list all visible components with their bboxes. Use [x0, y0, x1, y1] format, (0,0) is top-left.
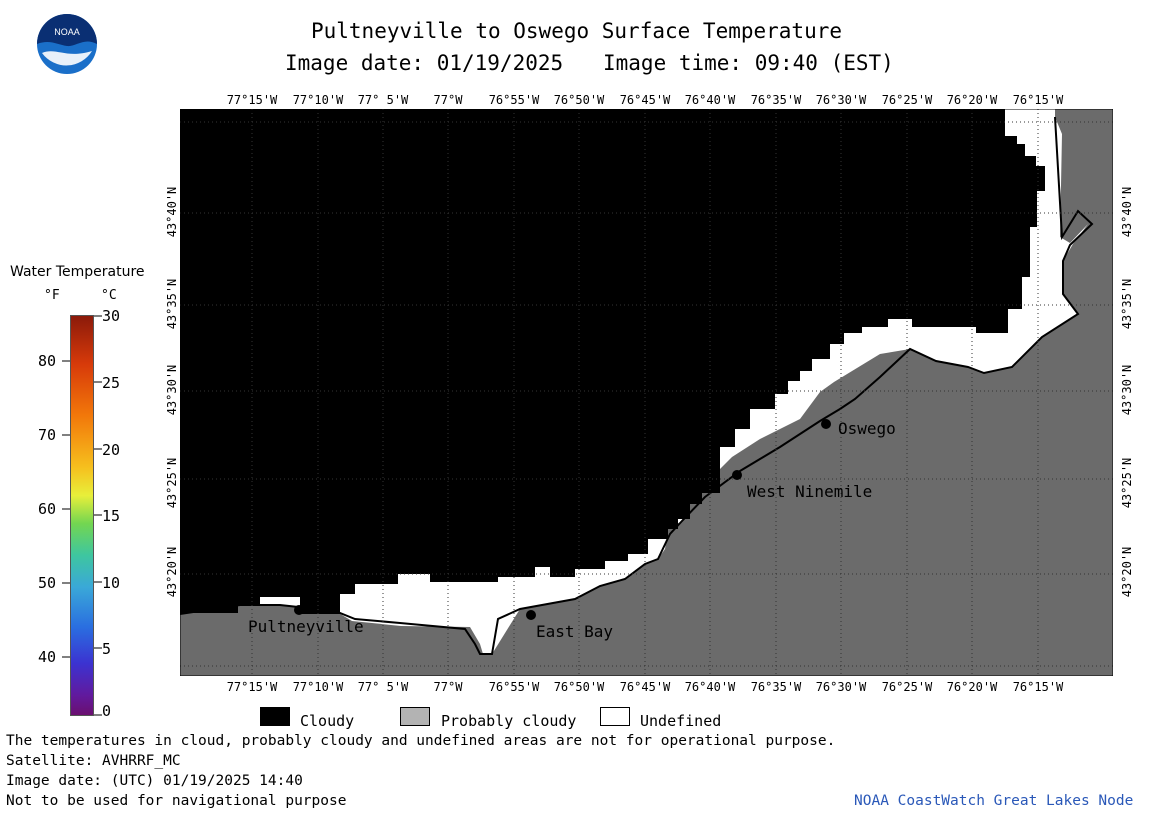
lat-label-right: 43°35'N [1120, 278, 1134, 330]
marker-oswego [821, 419, 831, 429]
lon-label-bottom: 76°40'W [684, 680, 736, 694]
footer-utc-date: Image date: (UTC) 01/19/2025 14:40 [6, 773, 303, 789]
lon-label-top: 76°55'W [488, 93, 540, 107]
cloudy-area [180, 109, 1045, 614]
lon-label-bottom: 77°15'W [226, 680, 278, 694]
legend-swatch-cloudy [260, 707, 290, 726]
lon-label-bottom: 76°15'W [1012, 680, 1064, 694]
scale-unit-f: °F [44, 288, 60, 303]
image-date: Image date: 01/19/2025 [285, 51, 564, 75]
scale-f-tick: 40 [38, 648, 57, 666]
lon-label-bottom: 77°10'W [292, 680, 344, 694]
page-title: Pultneyville to Oswego Surface Temperatu… [310, 19, 842, 43]
lon-label-top: 76°20'W [946, 93, 998, 107]
lon-label-bottom: 76°50'W [553, 680, 605, 694]
map-canvas [179, 108, 1114, 677]
footer-disclaimer: The temperatures in cloud, probably clou… [6, 733, 836, 749]
lon-label-top: 77°W [433, 93, 463, 107]
scale-f-tick: 60 [38, 500, 57, 518]
lat-label-right: 43°20'N [1120, 546, 1134, 598]
lat-label-left: 43°25'N [165, 457, 179, 509]
marker-west-ninemile [732, 470, 742, 480]
marker-pultneyville [294, 605, 304, 615]
scale-title: Water Temperature [10, 264, 145, 280]
lon-label-bottom: 77° 5'W [357, 680, 409, 694]
noaa-logo: NOAA [36, 13, 98, 75]
marker-east-bay [526, 610, 536, 620]
lon-label-bottom: 76°25'W [881, 680, 933, 694]
lat-label-left: 43°30'N [165, 364, 179, 416]
legend-swatch-probably-cloudy [400, 707, 430, 726]
scale-c-tick: 20 [102, 441, 121, 459]
lon-label-top: 76°50'W [553, 93, 605, 107]
legend-label-undefined: Undefined [640, 712, 722, 730]
lon-label-top: 77°15'W [226, 93, 278, 107]
legend-swatch-undefined [600, 707, 630, 726]
graticule [180, 109, 1113, 676]
place-label-east-bay: East Bay [536, 622, 614, 641]
lon-label-top: 76°35'W [750, 93, 802, 107]
lat-label-right: 43°40'N [1120, 186, 1134, 238]
footer-credit: NOAA CoastWatch Great Lakes Node [854, 793, 1134, 809]
scale-c-tick: 30 [102, 307, 121, 325]
scale-c-tick: 0 [102, 702, 112, 720]
scale-f-tick: 50 [38, 574, 57, 592]
logo-text: NOAA [54, 27, 80, 37]
place-label-oswego: Oswego [838, 419, 896, 438]
lon-label-bottom: 76°30'W [815, 680, 867, 694]
scale-c-tick: 15 [102, 507, 121, 525]
lon-label-top: 76°15'W [1012, 93, 1064, 107]
image-time: Image time: 09:40 (EST) [603, 51, 894, 75]
lat-label-left: 43°40'N [165, 186, 179, 238]
lon-label-top: 77° 5'W [357, 93, 409, 107]
coastline [179, 116, 1094, 655]
lat-label-left: 43°35'N [165, 278, 179, 330]
lat-label-right: 43°25'N [1120, 457, 1134, 509]
lon-label-bottom: 76°20'W [946, 680, 998, 694]
footer-satellite: Satellite: AVHRRF_MC [6, 753, 181, 769]
lon-label-top: 76°25'W [881, 93, 933, 107]
legend-label-cloudy: Cloudy [300, 712, 355, 730]
temperature-colorbar [70, 315, 94, 716]
place-label-west-ninemile: West Ninemile [747, 482, 873, 501]
lon-label-bottom: 76°35'W [750, 680, 802, 694]
legend-label-probably-cloudy: Probably cloudy [441, 712, 577, 730]
lon-label-top: 77°10'W [292, 93, 344, 107]
lon-label-top: 76°30'W [815, 93, 867, 107]
scale-c-tick: 10 [102, 574, 121, 592]
lon-label-bottom: 77°W [433, 680, 463, 694]
scale-c-tick: 5 [102, 640, 112, 658]
map-panel [179, 108, 1114, 677]
lon-label-top: 76°40'W [684, 93, 736, 107]
place-label-pultneyville: Pultneyville [248, 617, 364, 636]
lat-label-left: 43°20'N [165, 546, 179, 598]
scale-unit-c: °C [101, 288, 117, 303]
scale-c-tick: 25 [102, 374, 121, 392]
lon-label-bottom: 76°45'W [619, 680, 671, 694]
lat-label-right: 43°30'N [1120, 364, 1134, 416]
scale-ticks [62, 315, 102, 716]
lon-label-top: 76°45'W [619, 93, 671, 107]
lon-label-bottom: 76°55'W [488, 680, 540, 694]
scale-f-tick: 80 [38, 352, 57, 370]
footer-navigation-note: Not to be used for navigational purpose [6, 793, 347, 809]
scale-f-tick: 70 [38, 426, 57, 444]
